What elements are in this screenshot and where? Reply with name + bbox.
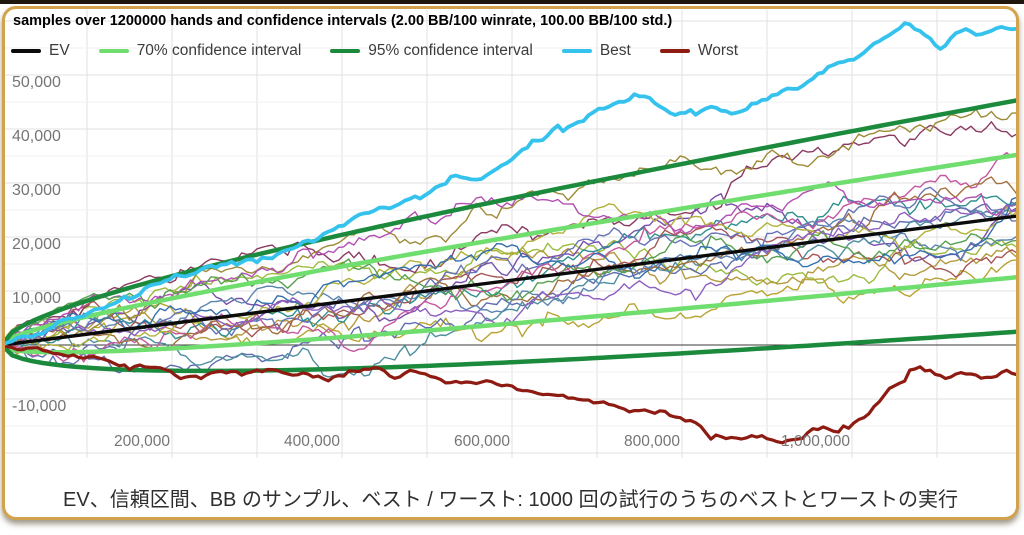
y-axis-label: 40,000 xyxy=(12,128,61,145)
x-axis-label: 200,000 xyxy=(113,433,170,450)
legend-swatch-icon xyxy=(561,49,592,53)
best-line xyxy=(5,21,1016,346)
legend-label: 95% confidence interval xyxy=(368,42,533,59)
ci70-lower-line xyxy=(5,275,1016,355)
x-axis-label: 600,000 xyxy=(453,433,510,450)
sample-line xyxy=(5,121,1016,343)
sample-line xyxy=(5,196,1016,345)
chart-caption: EV、信頼区間、BB のサンプル、ベスト / ワースト: 1000 回の試行のう… xyxy=(63,489,958,511)
sample-line xyxy=(5,204,1016,350)
gridlines xyxy=(5,10,1016,458)
legend-item-ev: EV xyxy=(11,42,70,60)
sample-line xyxy=(5,230,1016,346)
legend-swatch-icon xyxy=(659,49,690,53)
y-axis-label: 50,000 xyxy=(12,74,61,91)
legend-swatch-icon xyxy=(330,49,361,53)
sample-line xyxy=(5,181,1016,344)
legend-item-95-confidence-interval: 95% confidence interval xyxy=(330,42,533,60)
legend-label: Best xyxy=(599,42,631,59)
legend-label: 70% confidence interval xyxy=(136,42,302,59)
ci70-upper-line xyxy=(5,152,1016,346)
x-axis-label: 400,000 xyxy=(283,433,340,450)
sample-line xyxy=(5,225,1016,346)
y-axis-label: 20,000 xyxy=(12,236,61,253)
y-axis-label: 30,000 xyxy=(12,182,61,199)
chart-frame: samples over 1200000 hands and confidenc… xyxy=(2,6,1019,520)
top-edge-strip xyxy=(0,0,1024,4)
worst-line xyxy=(5,344,1016,445)
legend-label: Worst xyxy=(697,42,739,59)
chart-legend: EV 70% confidence interval 95% confidence … xyxy=(11,42,738,60)
legend-swatch-icon xyxy=(98,49,129,53)
x-axis-label: 1,000,000 xyxy=(781,433,850,450)
legend-item-worst: Worst xyxy=(659,42,739,60)
y-axis-label: 10,000 xyxy=(12,290,61,307)
y-axis-label: -10,000 xyxy=(12,398,67,415)
legend-label: EV xyxy=(49,42,70,59)
chart-title: samples over 1200000 hands and confidenc… xyxy=(13,13,673,29)
ev-line xyxy=(5,214,1016,347)
x-axis-label: 800,000 xyxy=(623,433,680,450)
sample-line xyxy=(5,186,1016,367)
legend-item-70-confidence-interval: 70% confidence interval xyxy=(98,42,302,60)
legend-item-best: Best xyxy=(561,42,631,60)
variance-chart-plot xyxy=(5,10,1016,458)
legend-swatch-icon xyxy=(11,49,41,53)
